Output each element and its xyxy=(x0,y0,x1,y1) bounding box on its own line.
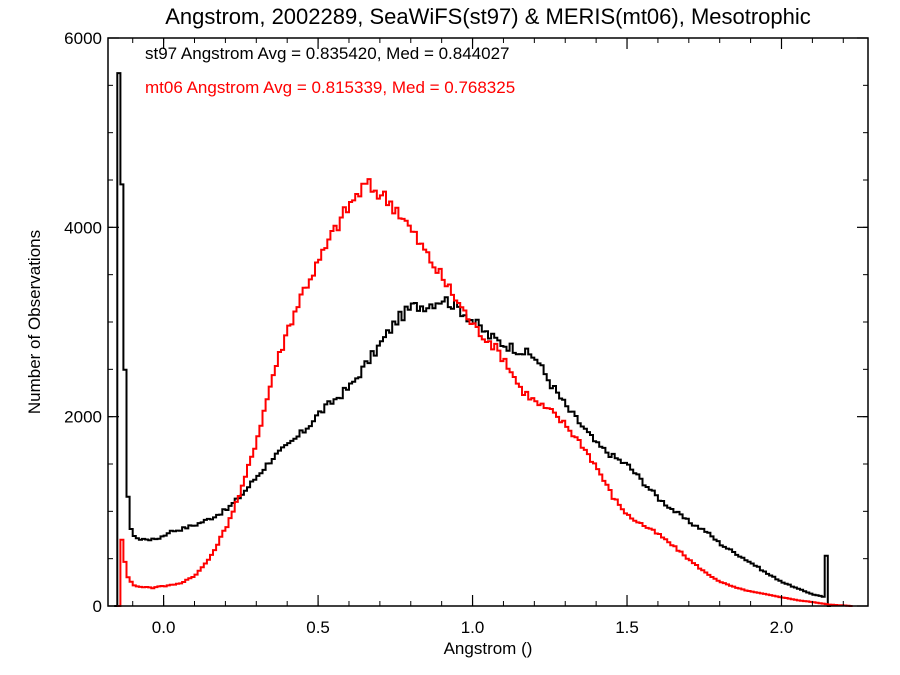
y-tick-label: 0 xyxy=(93,597,102,616)
y-tick-label: 6000 xyxy=(64,29,102,48)
x-tick-label: 0.5 xyxy=(306,618,330,637)
series-line-mt06 xyxy=(117,178,853,607)
x-tick-label: 1.5 xyxy=(615,618,639,637)
chart-title: Angstrom, 2002289, SeaWiFS(st97) & MERIS… xyxy=(165,4,811,29)
x-tick-label: 2.0 xyxy=(770,618,794,637)
series-layer xyxy=(114,72,853,607)
y-tick-label: 4000 xyxy=(64,218,102,237)
mt06-stats-annotation: mt06 Angstrom Avg = 0.815339, Med = 0.76… xyxy=(145,78,515,97)
y-tick-label: 2000 xyxy=(64,408,102,427)
x-tick-label: 0.0 xyxy=(152,618,176,637)
plot-frame xyxy=(107,37,869,607)
ticks-layer: 0.0 0.5 1.0 1.5 2.0 0 2000 4000 6000 xyxy=(64,29,868,637)
x-tick-label: 1.0 xyxy=(461,618,485,637)
y-axis-label: Number of Observations xyxy=(25,230,44,414)
x-axis-label: Angstrom () xyxy=(444,639,533,658)
st97-stats-annotation: st97 Angstrom Avg = 0.835420, Med = 0.84… xyxy=(145,44,510,63)
